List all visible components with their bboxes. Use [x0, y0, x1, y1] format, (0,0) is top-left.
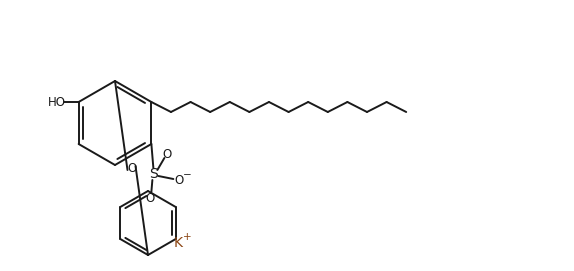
- Text: K: K: [173, 236, 183, 250]
- Text: O: O: [163, 147, 172, 160]
- Text: +: +: [183, 232, 191, 242]
- Text: O: O: [174, 173, 184, 186]
- Text: O: O: [127, 162, 136, 175]
- Text: −: −: [183, 170, 192, 180]
- Text: S: S: [149, 167, 158, 181]
- Text: O: O: [146, 192, 155, 205]
- Text: HO: HO: [48, 95, 65, 108]
